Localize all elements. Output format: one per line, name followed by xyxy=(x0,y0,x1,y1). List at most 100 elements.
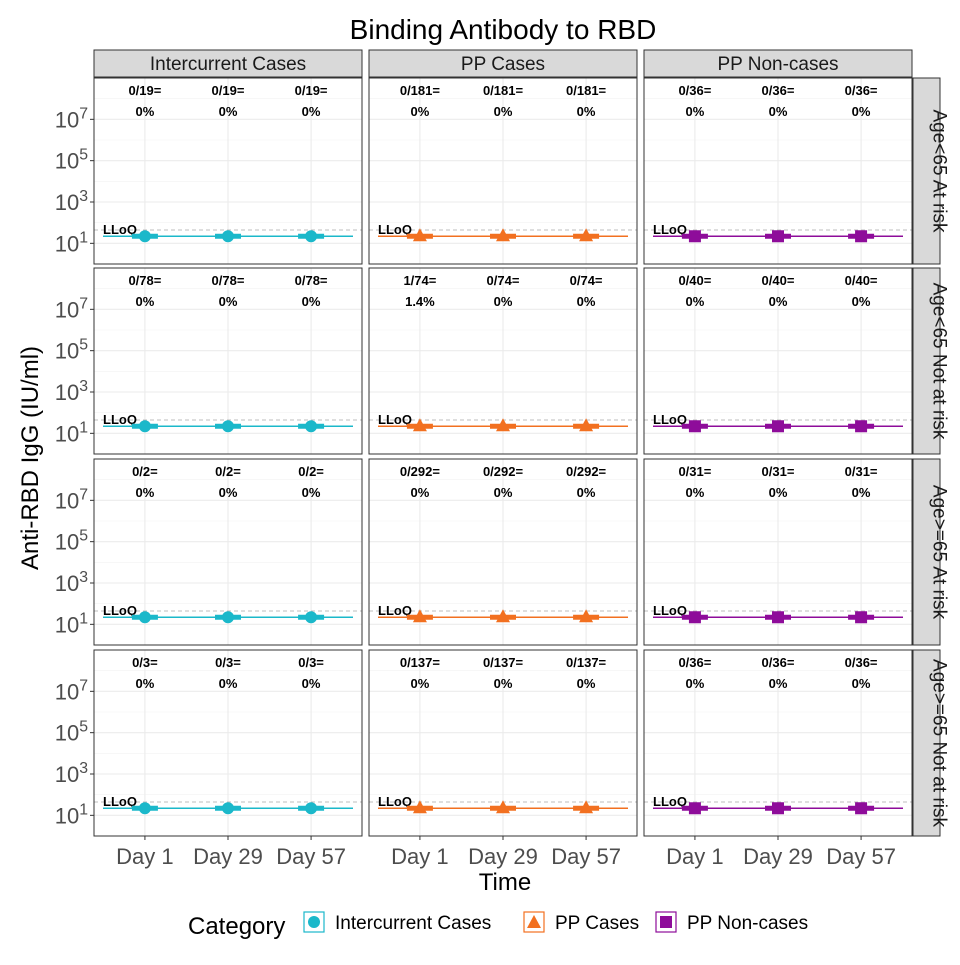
lloq-label: LLoQ xyxy=(378,412,412,427)
lloq-label: LLoQ xyxy=(378,794,412,809)
row-strip-label: Age<65 At risk xyxy=(929,109,950,233)
lloq-label: LLoQ xyxy=(653,412,687,427)
response-percent-label: 0% xyxy=(136,294,155,309)
column-strip xyxy=(93,49,363,78)
column-strip-label: PP Non-cases xyxy=(717,54,838,75)
y-tick-label: 101 xyxy=(55,229,88,256)
response-percent-label: 0% xyxy=(852,676,871,691)
response-percent-label: 0% xyxy=(686,104,705,119)
x-axis-title: Time xyxy=(479,869,531,896)
row-strip xyxy=(912,458,941,646)
response-count-label: 0/19= xyxy=(212,83,245,98)
x-tick-label: Day 1 xyxy=(116,844,173,869)
legend-marker xyxy=(660,916,672,928)
data-point xyxy=(688,611,701,624)
response-percent-label: 0% xyxy=(302,294,321,309)
response-count-label: 0/292= xyxy=(566,464,607,479)
panel-border xyxy=(368,77,638,265)
response-percent-label: 0% xyxy=(577,676,596,691)
panel-border xyxy=(93,77,363,265)
data-point xyxy=(305,802,318,815)
response-count-label: 0/78= xyxy=(295,273,328,288)
legend-marker xyxy=(308,916,320,928)
data-point xyxy=(688,230,701,243)
response-percent-label: 0% xyxy=(219,485,238,500)
data-point xyxy=(772,611,784,624)
panel-border xyxy=(93,267,363,455)
lloq-label: LLoQ xyxy=(378,222,412,237)
x-tick-label: Day 29 xyxy=(743,844,813,869)
data-point xyxy=(305,420,318,433)
lloq-label: LLoQ xyxy=(378,603,412,618)
lloq-label: LLoQ xyxy=(103,412,137,427)
y-tick-label: 103 xyxy=(55,569,88,596)
response-percent-label: 0% xyxy=(769,104,788,119)
response-count-label: 0/3= xyxy=(298,655,324,670)
response-percent-label: 0% xyxy=(494,485,513,500)
response-count-label: 0/78= xyxy=(212,273,245,288)
lloq-label: LLoQ xyxy=(103,222,137,237)
x-tick-label: Day 1 xyxy=(666,844,723,869)
data-point xyxy=(579,228,594,242)
data-point xyxy=(138,420,151,433)
lloq-label: LLoQ xyxy=(653,794,687,809)
y-tick-label: 101 xyxy=(55,419,88,446)
y-tick-label: 103 xyxy=(55,760,88,787)
row-strip-label: Age>=65 At risk xyxy=(929,485,950,620)
response-percent-label: 0% xyxy=(769,676,788,691)
y-tick-label: 105 xyxy=(55,719,88,746)
response-percent-label: 0% xyxy=(219,104,238,119)
data-point xyxy=(496,228,510,242)
response-percent-label: 0% xyxy=(577,485,596,500)
data-point xyxy=(855,420,868,433)
data-point xyxy=(305,611,318,624)
legend-label: PP Non-cases xyxy=(687,913,808,934)
response-percent-label: 1.4% xyxy=(405,294,435,309)
data-point xyxy=(579,418,594,432)
panel-border xyxy=(368,267,638,455)
response-percent-label: 0% xyxy=(686,294,705,309)
panel-border xyxy=(93,458,363,646)
response-count-label: 0/137= xyxy=(483,655,524,670)
row-strip-label: Age>=65 Not at risk xyxy=(929,659,950,827)
response-percent-label: 0% xyxy=(852,485,871,500)
response-count-label: 0/40= xyxy=(845,273,878,288)
x-tick-label: Day 29 xyxy=(193,844,263,869)
response-percent-label: 0% xyxy=(136,104,155,119)
legend-label: PP Cases xyxy=(555,913,639,934)
response-count-label: 0/181= xyxy=(566,83,607,98)
response-count-label: 0/36= xyxy=(845,655,878,670)
data-point xyxy=(222,802,234,815)
data-point xyxy=(138,611,151,624)
response-count-label: 0/31= xyxy=(762,464,795,479)
x-tick-label: Day 57 xyxy=(551,844,621,869)
panel-border xyxy=(643,458,913,646)
response-count-label: 0/137= xyxy=(566,655,607,670)
y-tick-label: 105 xyxy=(55,528,88,555)
response-count-label: 0/19= xyxy=(295,83,328,98)
data-point xyxy=(305,230,318,243)
data-point xyxy=(688,420,701,433)
response-percent-label: 0% xyxy=(769,294,788,309)
chart-title: Binding Antibody to RBD xyxy=(350,14,657,45)
response-count-label: 0/36= xyxy=(678,655,711,670)
response-count-label: 0/31= xyxy=(845,464,878,479)
y-tick-label: 107 xyxy=(55,677,88,704)
response-count-label: 0/181= xyxy=(400,83,441,98)
x-tick-label: Day 29 xyxy=(468,844,538,869)
x-tick-label: Day 57 xyxy=(276,844,346,869)
data-point xyxy=(579,800,594,814)
response-count-label: 0/40= xyxy=(762,273,795,288)
lloq-label: LLoQ xyxy=(653,603,687,618)
y-axis-title: Anti-RBD IgG (IU/ml) xyxy=(17,346,44,570)
response-percent-label: 0% xyxy=(577,294,596,309)
response-count-label: 0/19= xyxy=(128,83,161,98)
response-percent-label: 0% xyxy=(302,676,321,691)
row-strip xyxy=(912,649,941,837)
response-percent-label: 0% xyxy=(219,676,238,691)
response-percent-label: 0% xyxy=(577,104,596,119)
response-percent-label: 0% xyxy=(494,104,513,119)
response-percent-label: 0% xyxy=(411,104,430,119)
